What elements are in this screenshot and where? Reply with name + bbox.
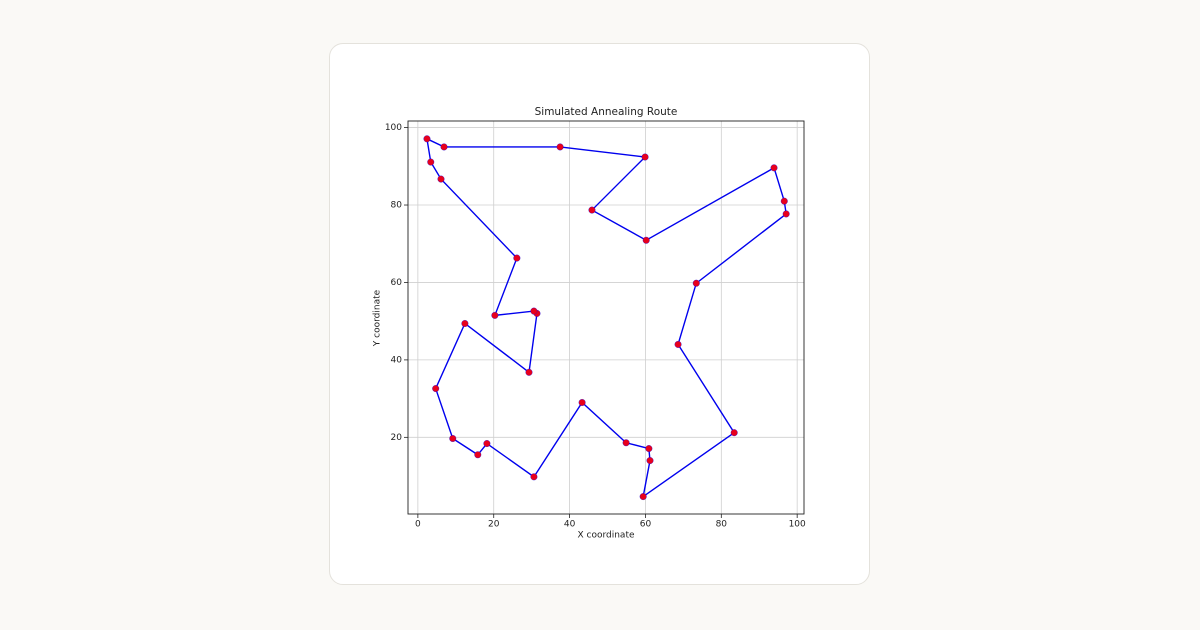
city-point: [449, 434, 457, 443]
y-tick-label: 80: [391, 201, 403, 211]
x-tick-label: 0: [415, 520, 421, 530]
city-point: [692, 279, 700, 287]
city-point: [645, 445, 653, 453]
y-axis-label: Y coordinate: [373, 289, 383, 347]
city-point: [530, 307, 538, 315]
city-point: [578, 398, 586, 407]
city-point: [730, 429, 738, 437]
city-point: [782, 210, 790, 218]
city-point: [432, 384, 440, 393]
city-point: [622, 439, 630, 447]
city-point: [437, 175, 445, 183]
city-point: [440, 143, 448, 151]
city-point: [770, 164, 778, 172]
chart-title: Simulated Annealing Route: [535, 106, 678, 118]
x-tick-label: 20: [488, 520, 500, 530]
y-tick-label: 100: [385, 123, 402, 133]
city-point: [461, 319, 469, 328]
city-point: [646, 457, 654, 465]
city-point: [639, 493, 647, 501]
card: [329, 43, 870, 585]
route-line: [426, 137, 787, 499]
y-tick-label: 20: [391, 433, 403, 443]
city-point: [474, 451, 482, 459]
y-tick-label: 40: [391, 355, 403, 365]
city-point: [556, 143, 564, 151]
city-point: [483, 439, 491, 448]
city-point: [780, 197, 788, 205]
city-point: [674, 340, 682, 348]
x-tick-label: 60: [640, 520, 652, 530]
x-tick-label: 40: [564, 520, 576, 530]
city-point: [525, 368, 533, 376]
city-point: [423, 135, 431, 143]
city-point: [641, 153, 649, 161]
city-point: [491, 311, 499, 319]
y-tick-label: 60: [391, 278, 403, 288]
city-point: [513, 254, 521, 262]
x-tick-label: 80: [716, 520, 728, 530]
city-point: [530, 473, 538, 481]
x-tick-label: 100: [789, 520, 806, 530]
city-point: [642, 236, 650, 244]
x-axis-label: X coordinate: [577, 531, 634, 541]
plot-frame: [407, 120, 805, 515]
city-point: [588, 206, 596, 214]
city-point: [427, 158, 435, 166]
